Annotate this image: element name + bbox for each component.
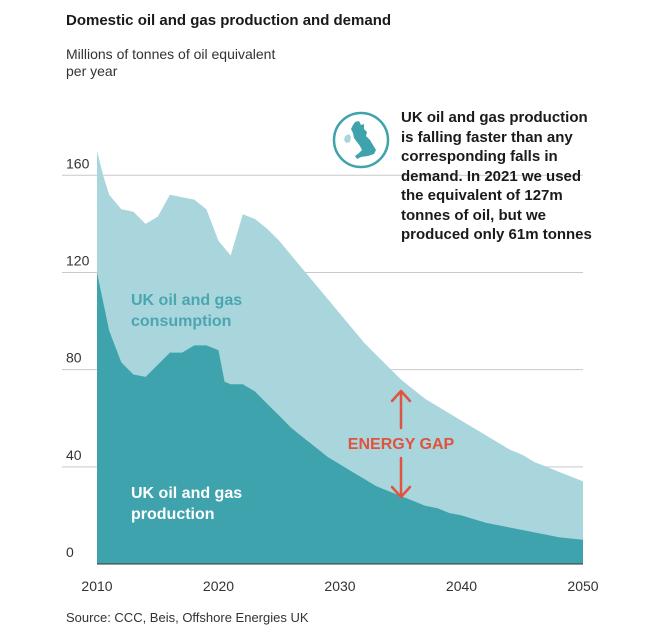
annotation-note: UK oil and gas production is falling fas… bbox=[401, 109, 592, 243]
x-tick-label-2030: 2030 bbox=[324, 578, 355, 594]
chart-title: Domestic oil and gas production and dema… bbox=[66, 12, 392, 29]
gap-arrow-down-head bbox=[390, 485, 412, 499]
energy-gap-label: ENERGY GAP bbox=[348, 436, 455, 453]
y-tick-label-40: 40 bbox=[66, 447, 82, 463]
gap-arrow-up-head bbox=[390, 389, 412, 403]
x-tick-label-2010: 2010 bbox=[81, 578, 112, 594]
x-axis-ticks: 2010 2020 2030 2040 2050 bbox=[81, 578, 598, 594]
y-axis-ticks: 0 40 80 120 160 bbox=[66, 155, 90, 560]
source-note: Source: CCC, Beis, Offshore Energies UK bbox=[66, 610, 309, 625]
x-tick-label-2050: 2050 bbox=[567, 578, 598, 594]
production-label: UK oil and gas production bbox=[131, 485, 242, 523]
y-tick-label-0: 0 bbox=[66, 544, 74, 560]
production-area bbox=[97, 272, 583, 564]
uk-map-icon-ireland bbox=[344, 134, 351, 143]
y-tick-label-120: 120 bbox=[66, 252, 90, 268]
production-label-line-1: UK oil and gas bbox=[131, 485, 242, 502]
y-tick-label-160: 160 bbox=[66, 155, 90, 171]
consumption-label-line-2: consumption bbox=[131, 313, 231, 330]
x-tick-label-2020: 2020 bbox=[203, 578, 234, 594]
uk-map-icon bbox=[332, 111, 390, 169]
energy-gap-arrow bbox=[390, 389, 412, 499]
consumption-label: UK oil and gas consumption bbox=[131, 292, 242, 330]
consumption-label-line-1: UK oil and gas bbox=[131, 292, 242, 309]
y-tick-label-80: 80 bbox=[66, 350, 82, 366]
uk-map-icon-gb bbox=[351, 121, 376, 159]
x-tick-label-2040: 2040 bbox=[446, 578, 477, 594]
y-axis-label: Millions of tonnes of oil equivalent per… bbox=[66, 46, 276, 79]
production-label-line-2: production bbox=[131, 506, 215, 523]
